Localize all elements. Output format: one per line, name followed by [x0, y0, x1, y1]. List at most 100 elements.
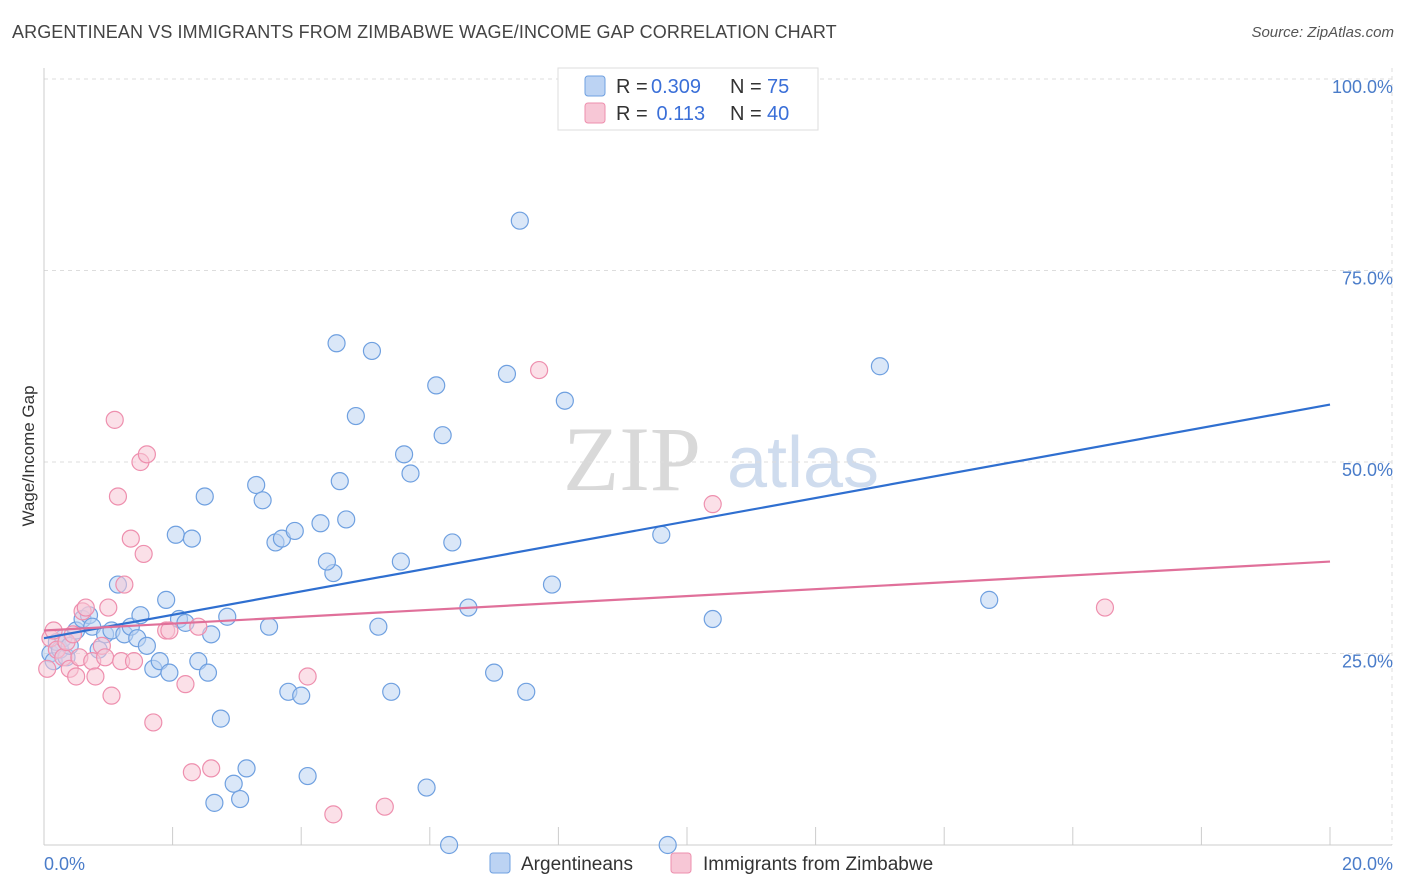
argentineans-point-51 — [330, 472, 349, 491]
zimbabwe-point-30 — [176, 675, 195, 694]
argentineans-point-32 — [205, 793, 224, 812]
argentineans-point-76 — [980, 590, 999, 609]
zimbabwe-point-32 — [189, 617, 208, 636]
zimbabwe-point-29 — [160, 621, 179, 640]
legend-r-label-1: R = — [616, 76, 648, 98]
zimbabwe-point-18 — [105, 410, 124, 429]
argentineans-point-67 — [497, 364, 517, 384]
argentineans-point-69 — [517, 682, 536, 701]
zimbabwe-point-0 — [38, 659, 57, 678]
argentineans-point-35 — [224, 774, 243, 793]
argentineans-point-47 — [311, 514, 330, 533]
argentineans-point-74 — [703, 609, 722, 629]
zimbabwe-point-35 — [324, 805, 343, 824]
bottom-legend-swatch-blue — [489, 852, 511, 874]
argentineans-point-72 — [652, 525, 671, 544]
legend-n-value-1: 75 — [767, 76, 789, 98]
bottom-legend: Argentineans Immigrants from Zimbabwe — [489, 852, 933, 875]
trend-line-argentineans — [43, 403, 1331, 640]
zimbabwe-point-31 — [182, 763, 201, 782]
zimbabwe-point-26 — [137, 445, 156, 464]
argentineans-point-63 — [443, 533, 462, 552]
legend-n-label-2: N = — [730, 103, 762, 125]
argentineans-point-40 — [259, 617, 279, 636]
argentineans-point-24 — [166, 525, 185, 544]
zimbabwe-point-11 — [76, 598, 95, 617]
zimbabwe-point-22 — [121, 529, 140, 548]
x-tick-labels: 0.0% 20.0% — [44, 854, 1393, 874]
argentineans-point-23 — [160, 663, 179, 682]
zimbabwe-point-39 — [1095, 598, 1115, 617]
x-tick-label-0: 0.0% — [44, 854, 85, 874]
argentineans-point-37 — [237, 759, 256, 778]
argentineans-point-64 — [439, 835, 459, 855]
zimbabwe-point-23 — [124, 652, 144, 671]
argentineans-point-44 — [285, 521, 304, 541]
watermark-atlas: atlas — [727, 423, 879, 503]
bottom-legend-label-zimbabwe: Immigrants from Zimbabwe — [703, 854, 933, 875]
argentineans-point-57 — [391, 552, 410, 571]
zimbabwe-point-36 — [375, 797, 394, 816]
grid-lines — [44, 68, 1393, 845]
watermark: ZIP atlas — [563, 408, 879, 510]
zimbabwe-point-8 — [67, 667, 86, 686]
chart-source: Source: ZipAtlas.com — [1251, 24, 1394, 41]
argentineans-point-30 — [198, 663, 218, 682]
bottom-legend-label-argentineans: Argentineans — [521, 854, 633, 875]
argentineans-point-55 — [369, 617, 388, 636]
series-zimbabwe-points — [38, 360, 1115, 824]
y-tick-label-1: 50.0% — [1342, 460, 1393, 480]
y-tick-labels: 25.0% 50.0% 75.0% 100.0% — [1332, 77, 1393, 672]
y-tick-label-2: 75.0% — [1342, 269, 1393, 289]
argentineans-point-52 — [337, 510, 356, 529]
argentineans-point-62 — [433, 426, 452, 445]
argentineans-point-53 — [346, 406, 365, 426]
zimbabwe-point-19 — [108, 487, 128, 506]
argentineans-point-71 — [555, 391, 574, 410]
y-tick-label-3: 100.0% — [1332, 77, 1393, 97]
argentineans-point-73 — [658, 835, 677, 855]
zimbabwe-point-37 — [530, 360, 549, 380]
zimbabwe-point-15 — [95, 648, 115, 667]
legend-n-label-1: N = — [730, 76, 762, 98]
trend-line-zimbabwe — [43, 560, 1331, 632]
zimbabwe-point-38 — [703, 495, 722, 514]
legend-swatch-blue — [584, 75, 606, 97]
argentineans-point-29 — [195, 487, 214, 506]
bottom-legend-swatch-pink — [670, 852, 692, 874]
argentineans-point-54 — [362, 341, 382, 361]
watermark-zip: ZIP — [563, 408, 701, 510]
argentineans-point-68 — [510, 211, 529, 230]
y-axis-label: Wage/Income Gap — [19, 385, 38, 526]
legend-r-value-1: 0.309 — [651, 76, 701, 98]
argentineans-point-75 — [870, 357, 890, 376]
argentineans-point-19 — [137, 636, 156, 655]
axes — [43, 68, 1392, 846]
zimbabwe-point-16 — [99, 598, 118, 617]
legend-r-label-2: R = — [616, 103, 648, 125]
legend-n-value-2: 40 — [767, 103, 789, 125]
legend-box: R = 0.309 N = 75 R = 0.113 N = 40 — [557, 67, 819, 131]
argentineans-point-58 — [394, 445, 414, 464]
argentineans-point-46 — [298, 766, 317, 786]
argentineans-point-59 — [401, 464, 420, 483]
zimbabwe-point-13 — [86, 667, 105, 686]
argentineans-point-66 — [485, 663, 504, 682]
zimbabwe-point-21 — [115, 575, 134, 594]
y-tick-label-0: 25.0% — [1342, 652, 1393, 672]
legend-swatch-pink — [584, 102, 606, 124]
argentineans-point-36 — [231, 789, 250, 809]
argentineans-point-34 — [218, 607, 237, 626]
zimbabwe-point-27 — [144, 713, 163, 732]
zimbabwe-point-17 — [102, 686, 121, 705]
argentineans-point-49 — [317, 552, 337, 571]
argentineans-point-50 — [327, 334, 346, 353]
argentineans-point-70 — [542, 575, 562, 594]
argentineans-point-45 — [292, 686, 311, 705]
argentineans-point-27 — [182, 529, 201, 548]
zimbabwe-point-33 — [202, 759, 221, 778]
zimbabwe-point-34 — [298, 667, 317, 686]
chart-title: ARGENTINEAN VS IMMIGRANTS FROM ZIMBABWE … — [12, 22, 837, 42]
legend-r-value-2: 0.113 — [651, 103, 705, 125]
